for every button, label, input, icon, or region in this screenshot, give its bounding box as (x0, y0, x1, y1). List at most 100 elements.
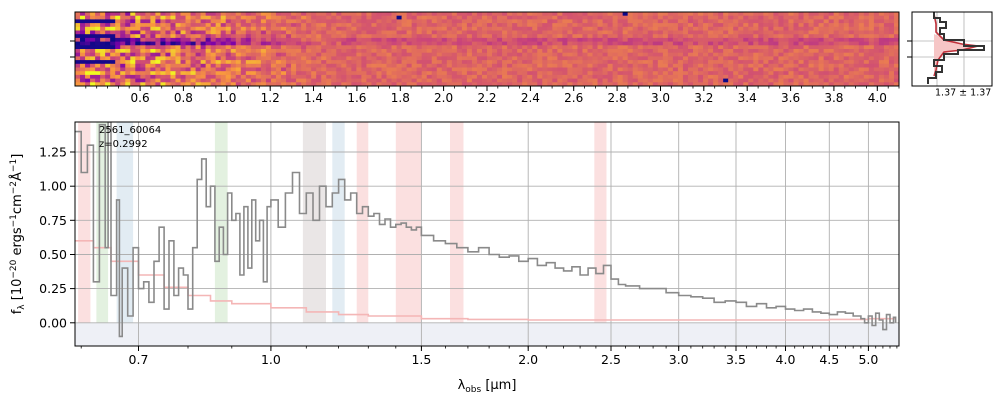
heatmap-cell (632, 71, 639, 76)
heatmap-cell (788, 52, 794, 57)
heatmap-cell (436, 71, 443, 76)
heatmap-cell (728, 30, 734, 35)
heatmap-cell (607, 12, 614, 17)
heatmap-cell (90, 12, 96, 17)
heatmap-cell (552, 63, 558, 68)
heatmap-cell (406, 23, 413, 28)
heatmap-cell (396, 23, 402, 28)
heatmap-cell (858, 63, 865, 68)
heatmap-cell (476, 37, 483, 42)
heatmap-cell (833, 34, 840, 39)
heatmap-cell (497, 30, 503, 35)
heatmap-cell (863, 82, 870, 86)
heatmap-cell (708, 78, 714, 83)
heatmap-cell (361, 52, 367, 57)
heatmap-cell (507, 71, 513, 76)
heatmap-cell (687, 23, 694, 28)
heatmap-cell (331, 82, 337, 86)
heatmap-cell (361, 15, 367, 20)
heatmap-cell (275, 45, 282, 50)
heatmap-cell (642, 26, 649, 31)
heatmap-cell (572, 82, 578, 86)
heatmap-cell (100, 19, 106, 24)
heatmap-cell (296, 78, 302, 83)
heatmap-cell (713, 60, 719, 65)
heatmap-cell (893, 34, 899, 39)
heatmap-cell (351, 74, 357, 79)
heatmap-cell (883, 56, 890, 61)
heatmap-cell (361, 41, 367, 46)
heatmap-cell (311, 60, 317, 65)
heatmap-cell (376, 74, 382, 79)
heatmap-cell (637, 15, 644, 20)
heatmap-cell (532, 19, 538, 24)
heatmap-cell (708, 41, 714, 46)
heatmap-cell (170, 30, 176, 35)
heatmap-cell (456, 67, 463, 72)
heatmap-cell (255, 26, 262, 31)
heatmap-cell (140, 45, 146, 50)
heatmap-cell (150, 23, 156, 28)
heatmap-cell (517, 56, 523, 61)
heatmap-cell (351, 23, 357, 28)
heatmap-cell (331, 37, 337, 42)
heatmap-cell (547, 63, 553, 68)
heatmap-cell (517, 37, 523, 42)
heatmap-cell (602, 52, 608, 57)
heatmap-cell (371, 34, 377, 39)
heatmap-cell (396, 26, 402, 31)
heatmap-cell (306, 41, 312, 46)
heatmap-cell (698, 49, 704, 54)
heatmap-cell (617, 78, 624, 83)
heatmap-cell (627, 56, 634, 61)
heatmap-cell (542, 82, 548, 86)
heatmap-cell (346, 67, 352, 72)
heatmap-cell (421, 82, 428, 86)
heatmap-cell (230, 52, 237, 57)
heatmap-cell (672, 45, 679, 50)
heatmap-cell (512, 26, 518, 31)
heatmap-cell (793, 60, 799, 65)
heatmap-cell (215, 45, 222, 50)
heatmap-cell (758, 82, 764, 86)
heatmap-cell (728, 60, 734, 65)
heatmap-cell (888, 26, 895, 31)
heatmap-cell (110, 52, 116, 57)
heatmap-cell (426, 67, 433, 72)
heatmap-cell (632, 49, 639, 54)
heatmap-cell (753, 60, 759, 65)
heatmap-cell (652, 67, 659, 72)
heatmap-cell (341, 74, 347, 79)
heatmap-cell (783, 63, 789, 68)
heatmap-cell (687, 37, 694, 42)
heatmap-cell (336, 34, 342, 39)
heatmap-cell (115, 82, 121, 86)
heatmap-cell (471, 52, 478, 57)
heatmap-cell (497, 23, 503, 28)
heatmap-cell (286, 56, 292, 61)
heatmap-cell (788, 30, 794, 35)
heatmap-cell (200, 30, 207, 35)
heatmap-cell (773, 30, 779, 35)
heatmap-cell (235, 52, 242, 57)
heatmap-cell (461, 45, 468, 50)
heatmap-cell (90, 52, 96, 57)
heatmap-cell (813, 71, 820, 76)
heatmap-cell (316, 49, 322, 54)
heatmap-cell (210, 15, 217, 20)
heatmap-cell (532, 74, 538, 79)
heatmap-cell (85, 26, 91, 31)
heatmap-cell (451, 19, 458, 24)
heatmap-cell (421, 12, 428, 17)
heatmap-cell (617, 34, 624, 39)
heatmap-cell (311, 82, 317, 86)
heatmap-cell (647, 49, 654, 54)
heatmap-cell (547, 30, 553, 35)
heatmap-cell (205, 12, 212, 17)
heatmap-cell (105, 60, 111, 65)
heatmap-cell (863, 78, 870, 83)
y-axis-label: fλ [10−20 ergs−1cm−2Å−1] (9, 154, 27, 315)
heatmap-cell (713, 56, 719, 61)
heatmap-cell (150, 71, 156, 76)
heatmap-cell (833, 12, 840, 17)
